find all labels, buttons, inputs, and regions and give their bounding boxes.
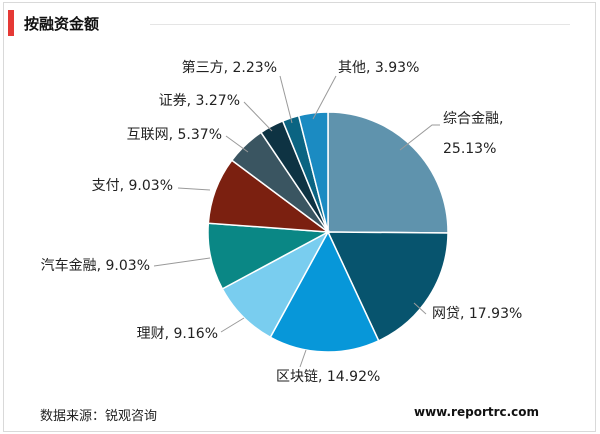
slice-label-6: 支付, 9.03% [92,178,173,194]
chart-title: 按融资金额 [24,15,100,33]
slice-label-3: 区块链, 14.92% [276,369,380,385]
chart-frame [3,2,596,432]
pie-slice-3 [269,230,380,353]
slice-labels: 综合金融, 25.13% 网贷, 17.93% 区块链, 14.92% 理财, 9.16… [41,59,523,385]
slice-label-7: 互联网, 5.37% [127,127,222,143]
slice-label-5: 汽车金融, 9.03% [41,257,150,274]
slice-label-1: 综合金融, [443,111,503,127]
slice-label-10: 其他, 3.93% [338,60,419,76]
leader-line-6 [177,187,211,191]
leader-line-3 [299,349,307,368]
title-accent-bar [8,10,14,36]
data-source: 数据来源：锐观咨询 [40,409,158,424]
leader-line-9 [279,75,293,124]
slice-value-label-1: 25.13% [443,141,496,157]
leader-line-1 [399,124,440,151]
leader-line-5 [153,257,211,267]
slice-label-2: 网贷, 17.93% [432,306,522,322]
title-divider [150,24,570,25]
pie-slices [207,111,449,353]
leader-line-2 [413,302,427,315]
slice-label-8: 证券, 3.27% [159,93,240,109]
pie-slice-1 [327,111,449,234]
leader-lines [153,75,440,368]
leader-line-8 [243,101,273,132]
pie-slice-2 [326,231,449,342]
website-url: www.reportrc.com [414,405,540,419]
leader-line-4 [220,317,245,333]
slice-label-9: 第三方, 2.23% [182,59,277,76]
pie-slice-10 [297,111,329,233]
slice-label-4: 理财, 9.16% [137,326,218,342]
leader-line-7 [225,135,249,153]
leader-line-10 [312,75,337,120]
